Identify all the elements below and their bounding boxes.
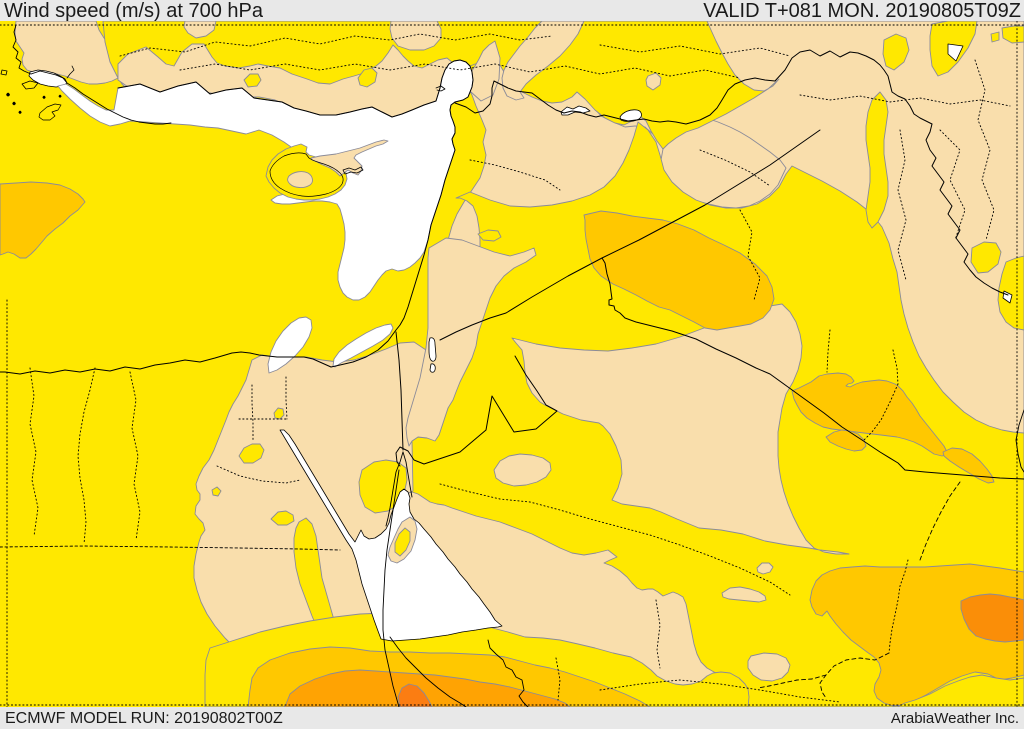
- svg-text:ArabiaWeather Inc.: ArabiaWeather Inc.: [891, 710, 1019, 727]
- svg-text:VALID T+081 MON. 20190805T09Z: VALID T+081 MON. 20190805T09Z: [703, 0, 1021, 22]
- svg-text:ECMWF MODEL RUN: 20190802T00Z: ECMWF MODEL RUN: 20190802T00Z: [5, 710, 283, 727]
- svg-text:Wind speed (m/s) at 700 hPa: Wind speed (m/s) at 700 hPa: [4, 0, 264, 22]
